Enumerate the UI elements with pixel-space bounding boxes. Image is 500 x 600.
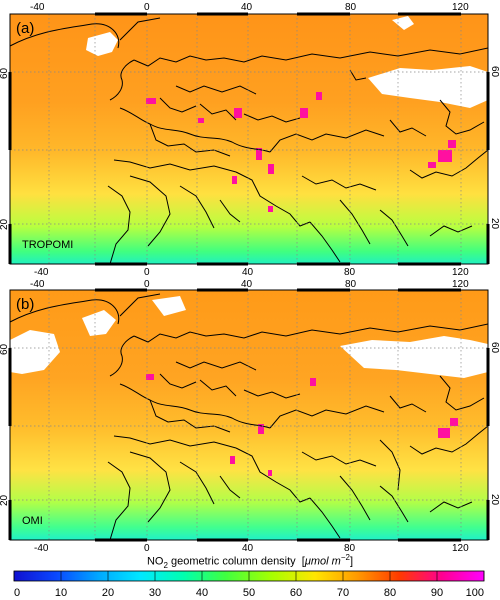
panel-a-nodata-small xyxy=(392,16,414,30)
panel-a-top-lon-label: 80 xyxy=(345,2,357,13)
panel-a-hotspots xyxy=(146,92,456,212)
panel-a-top-lon-label: -40 xyxy=(30,2,45,13)
panel-a-bottom-lon-label: 0 xyxy=(144,267,150,278)
panel-b-instrument-label: OMI xyxy=(22,515,43,527)
panel-b-bottom-lon-label: 40 xyxy=(242,543,254,554)
panel-b-hotspots xyxy=(146,374,458,476)
panel-a-frame-ticks xyxy=(8,12,490,266)
panel-b-top-lon-label: -40 xyxy=(30,279,45,290)
panel-b-nodata-greenland xyxy=(82,310,116,336)
panel-a-coastlines xyxy=(10,17,488,264)
panel-b-top-lon-label: 0 xyxy=(144,279,150,290)
colorbar-tick-label: 10 xyxy=(55,587,67,599)
panel-b-letter: (b) xyxy=(16,296,34,313)
panel-b: -40 0 40 80 120 -40 0 40 80 120 60 20 60… xyxy=(0,279,500,554)
colorbar-title: NO2 geometric column density [μmol m−2] xyxy=(0,553,500,570)
panel-b-nodata-scandinavia xyxy=(152,296,186,316)
panel-b-bottom-lon-label: -40 xyxy=(34,543,49,554)
panel-a-left-lat-label: 60 xyxy=(0,67,10,79)
colorbar-title-main: geometric column density [ xyxy=(167,555,305,568)
panel-b-frame-ticks xyxy=(8,288,490,542)
colorbar: 0 10 20 30 40 50 60 70 80 90 100 xyxy=(13,570,485,599)
panel-b-coastlines xyxy=(10,293,488,540)
panel-b-left-lat-label: 60 xyxy=(0,343,10,355)
panel-a-bottom-lon-label: 80 xyxy=(344,267,356,278)
panel-b-top-lon-label: 120 xyxy=(452,279,469,290)
colorbar-tick-label: 50 xyxy=(243,587,255,599)
colorbar-tick-label: 90 xyxy=(431,587,443,599)
panel-b-top-lon-label: 40 xyxy=(241,279,253,290)
colorbar-tick-label: 40 xyxy=(196,587,208,599)
panel-a-features xyxy=(10,14,488,264)
panel-b-features xyxy=(10,290,488,540)
colorbar-tick-label: 30 xyxy=(149,587,161,599)
colorbar-title-exp: −2 xyxy=(340,553,350,562)
colorbar-tick-label: 80 xyxy=(384,587,396,599)
panel-a-left-lat-label: 20 xyxy=(0,218,10,230)
colorbar-tick-label: 20 xyxy=(102,587,114,599)
panel-a-nodata-siberia xyxy=(368,66,488,108)
colorbar-title-sub: 2 xyxy=(163,560,168,570)
panel-a-bottom-lon-label: 40 xyxy=(242,267,254,278)
panel-b-map-field xyxy=(10,290,488,540)
panel-a-top-lon-label: 0 xyxy=(144,2,150,13)
panel-a-instrument-label: TROPOMI xyxy=(22,239,73,251)
panel-a-graticule xyxy=(10,14,488,264)
panel-b-graticule xyxy=(10,290,488,540)
panel-b-right-lat-label: 20 xyxy=(489,494,500,506)
panel-a-top-lon-label: 120 xyxy=(452,2,469,13)
panel-b-nodata-west xyxy=(10,330,60,374)
panel-b-bottom-lon-label: 80 xyxy=(344,543,356,554)
panel-b-nodata-siberia xyxy=(340,336,488,378)
colorbar-title-prefix: NO xyxy=(146,555,164,568)
panel-b-bottom-lon-label: 0 xyxy=(144,543,150,554)
panel-a-top-lon-label: 40 xyxy=(241,2,253,13)
panel-a-right-lat-label: 60 xyxy=(489,66,500,78)
colorbar-tick-label: 70 xyxy=(337,587,349,599)
colorbar-title-unit: μmol m xyxy=(304,555,341,568)
panel-a-letter: (a) xyxy=(16,20,34,37)
panel-b-top-lon-label: 80 xyxy=(345,279,357,290)
panel-a-bottom-lon-label: -40 xyxy=(34,267,49,278)
panel-b-left-lat-label: 20 xyxy=(0,494,10,506)
panel-a-bottom-lon-label: 120 xyxy=(452,267,469,278)
panel-b-right-lat-label: 60 xyxy=(489,342,500,354)
panel-a-nodata-greenland xyxy=(86,32,118,56)
colorbar-ticks: 0 10 20 30 40 50 60 70 80 90 100 xyxy=(13,571,485,599)
colorbar-tick-label: 60 xyxy=(290,587,302,599)
panel-a: -40 0 40 80 120 -40 0 40 80 120 60 20 60… xyxy=(0,2,500,278)
colorbar-tick-label: 100 xyxy=(466,587,484,599)
panel-a-map-field xyxy=(10,14,488,264)
colorbar-tick-label: 0 xyxy=(14,587,20,599)
panel-a-right-lat-label: 20 xyxy=(489,218,500,230)
panel-b-bottom-lon-label: 120 xyxy=(452,543,469,554)
colorbar-title-close: ] xyxy=(349,555,354,568)
